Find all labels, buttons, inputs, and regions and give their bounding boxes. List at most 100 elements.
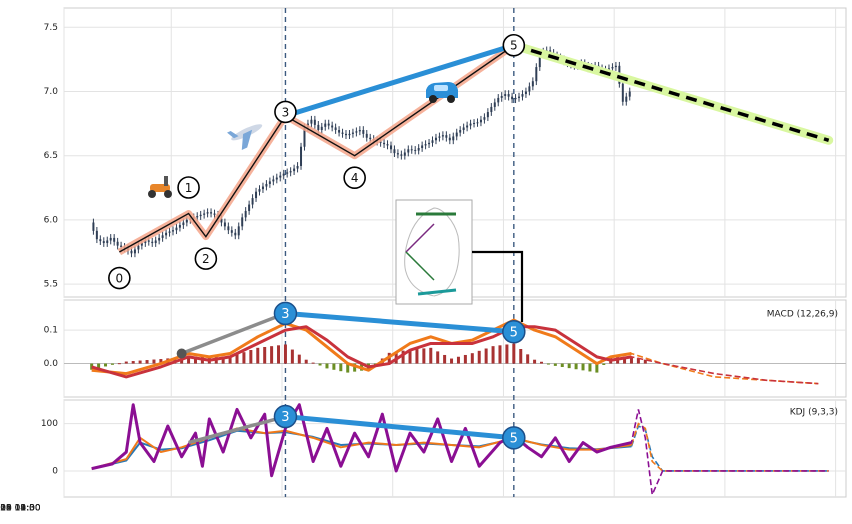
- wave-point-marker: [108, 266, 131, 290]
- wave-point-marker: [343, 166, 366, 190]
- macd-histogram-bar: [512, 343, 516, 364]
- macd-histogram-bar: [595, 363, 599, 373]
- macd-histogram-bar: [526, 354, 530, 364]
- candle-body: [538, 52, 541, 68]
- macd-series-line: [91, 325, 632, 379]
- macd-histogram-bar: [145, 360, 149, 364]
- kdj-series-line: [91, 427, 632, 470]
- candle-body: [511, 96, 514, 100]
- candle-body: [182, 222, 185, 226]
- candle-body: [310, 119, 313, 124]
- macd-histogram-bar: [643, 359, 647, 364]
- candle-body: [133, 249, 136, 254]
- macd-histogram-bar: [567, 363, 571, 369]
- macd-histogram-bar: [290, 349, 294, 364]
- candle-body: [341, 132, 344, 134]
- macd-histogram-bar: [332, 363, 336, 370]
- macd-histogram-bar: [588, 363, 592, 372]
- candle-body: [313, 119, 316, 125]
- macd-histogram-bar: [519, 349, 523, 364]
- candle-body: [296, 165, 299, 169]
- candle-body: [348, 133, 351, 136]
- candle-body: [507, 94, 510, 97]
- macd-histogram-bar: [422, 348, 426, 364]
- macd-histogram-bar: [491, 346, 495, 364]
- candle-body: [154, 240, 157, 244]
- macd-histogram-bar: [443, 354, 447, 364]
- candle-body: [203, 213, 206, 215]
- candle-body: [362, 130, 365, 134]
- wave-point-marker: [177, 176, 200, 199]
- wave-point-label: 5: [510, 39, 518, 53]
- wave-point-label: 0: [116, 272, 124, 286]
- macd-panel-frame: [63, 299, 847, 398]
- candle-body: [345, 133, 348, 136]
- candle-body: [223, 222, 226, 227]
- macd-aux-point: [176, 348, 187, 359]
- macd-histogram-bar: [242, 352, 246, 364]
- macd-histogram-bar: [228, 356, 232, 364]
- macd-histogram-bar: [560, 363, 564, 368]
- circuit-segment: [417, 288, 457, 296]
- macd-histogram-bar: [131, 361, 135, 364]
- kdj-wave-marker: [273, 404, 298, 429]
- candle-body: [452, 136, 455, 141]
- x-tick-label: 2019-08-20 12:00: [0, 504, 41, 514]
- candle-body: [493, 102, 496, 107]
- macd-histogram-bar: [623, 356, 627, 364]
- candle-body: [241, 217, 244, 227]
- candle-body: [178, 225, 181, 228]
- macd-wave-label: 5: [510, 325, 518, 340]
- candle-body: [521, 94, 524, 97]
- candle-body: [334, 127, 337, 131]
- candle-body: [234, 232, 237, 236]
- macd-histogram-bar: [484, 348, 488, 364]
- candle-body: [303, 127, 306, 147]
- macd-wave-marker: [273, 301, 298, 326]
- x-tick-label: 2019-07-30 11:30: [0, 504, 41, 514]
- macd-histogram-bar: [304, 359, 308, 364]
- macd-histogram-bar: [152, 359, 156, 364]
- candle-body: [351, 132, 354, 134]
- macd-histogram-bar: [415, 348, 419, 364]
- candle-body: [327, 123, 330, 126]
- scooter-wheel: [164, 190, 172, 198]
- macd-histogram-bar: [187, 356, 191, 364]
- car-wheel: [447, 95, 455, 103]
- candle-body: [421, 145, 424, 149]
- candle-body: [500, 95, 503, 98]
- candle-body: [607, 68, 610, 70]
- candle-body: [102, 241, 105, 244]
- macd-aux-line: [181, 311, 287, 356]
- candle-body: [466, 125, 469, 128]
- price-ytick-label: 7.0: [44, 87, 59, 97]
- candle-body: [531, 81, 534, 87]
- candle-body: [365, 133, 368, 138]
- macd-histogram-bar: [339, 363, 343, 372]
- candle-body: [383, 142, 386, 145]
- kdj-ytick-label: 0: [52, 466, 58, 476]
- x-tick-label: 2019-07-05 14:00: [0, 504, 41, 514]
- macd-histogram-bar: [138, 360, 142, 364]
- candle-body: [414, 149, 417, 151]
- candle-body: [486, 112, 489, 118]
- candle-body: [227, 226, 230, 231]
- candle-body: [106, 240, 109, 244]
- macd-wave-label: 3: [281, 307, 289, 322]
- candle-body: [355, 131, 358, 133]
- kdj-series-line-forecast: [610, 409, 829, 498]
- macd-histogram-bar: [270, 346, 274, 364]
- price-ytick-label: 6.5: [44, 151, 58, 161]
- macd-histogram-bar: [636, 358, 640, 364]
- candle-body: [265, 183, 268, 187]
- macd-trend-line: [285, 310, 515, 335]
- candle-body: [95, 230, 98, 240]
- candle-body: [324, 123, 327, 127]
- candle-body: [286, 172, 289, 174]
- candle-body: [237, 226, 240, 236]
- candle-body: [258, 189, 261, 192]
- macd-histogram-bar: [463, 354, 467, 364]
- candle-body: [151, 241, 154, 244]
- macd-histogram-bar: [325, 363, 329, 369]
